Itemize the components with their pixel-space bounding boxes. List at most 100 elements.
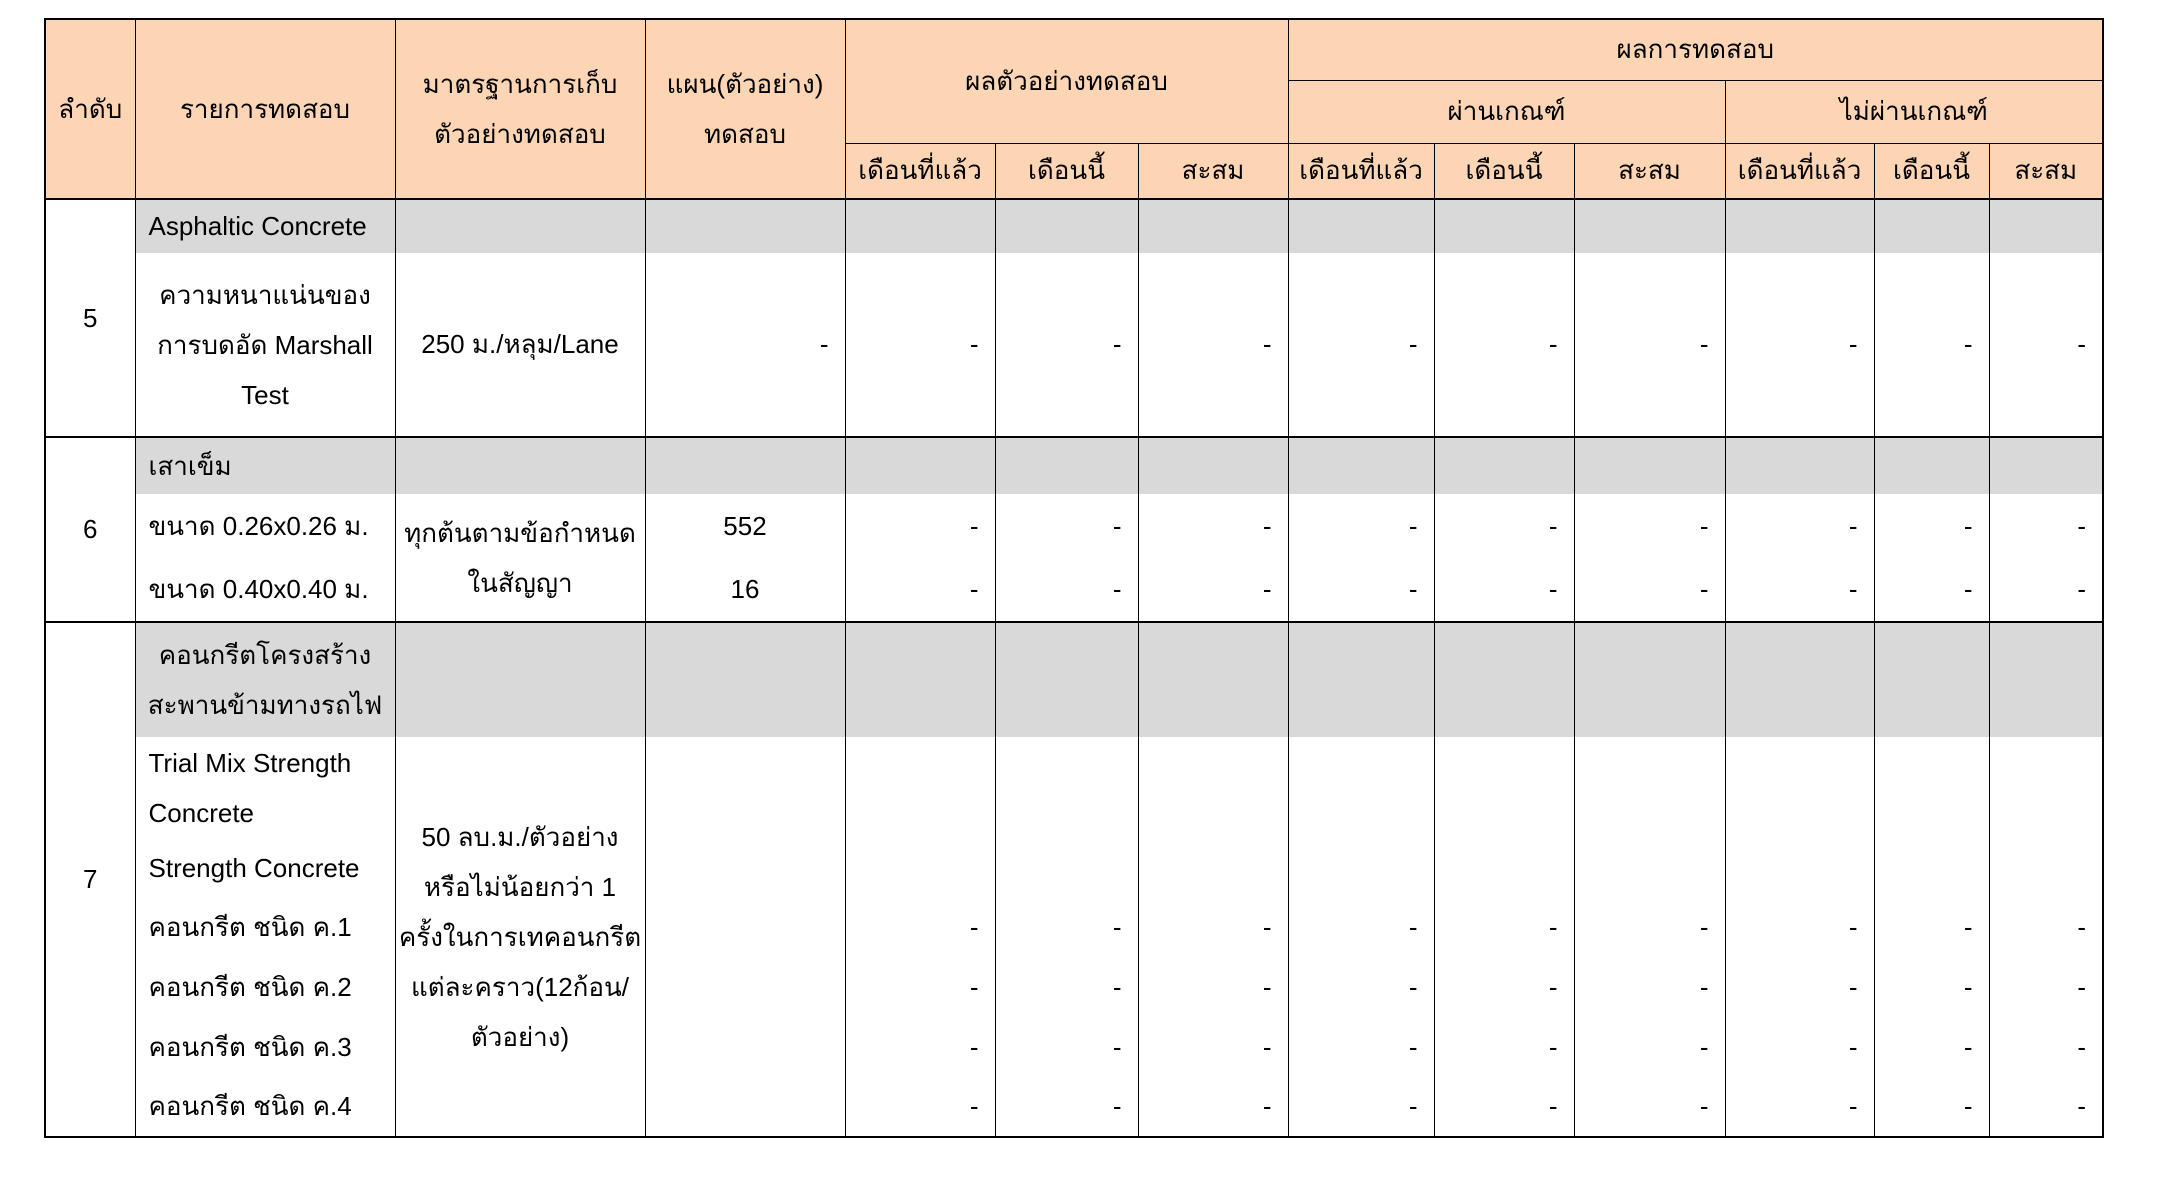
subheader-spacer-cell <box>644 436 846 494</box>
result-cell <box>844 839 996 897</box>
result-cell: - <box>1573 897 1726 957</box>
group-header-sample-results: ผลตัวอย่างทดสอบ <box>844 18 1289 144</box>
subheader-spacer-cell <box>1287 436 1435 494</box>
result-cell: - <box>1433 1077 1575 1137</box>
result-cell: - <box>1573 558 1726 622</box>
result-cell: - <box>1873 558 1990 622</box>
result-cell: - <box>1724 897 1875 957</box>
result-cell: - <box>1433 494 1575 558</box>
result-cell: - <box>1724 1077 1875 1137</box>
subheader-spacer-cell <box>1873 198 1990 253</box>
test-item-cell: ความหนาแน่นของ การบดอัด Marshall Test <box>134 253 396 437</box>
result-cell: - <box>1873 897 1990 957</box>
result-cell <box>1287 737 1435 839</box>
result-cell: - <box>1988 253 2104 437</box>
result-cell: - <box>1873 957 1990 1017</box>
test-item-cell: คอนกรีต ชนิด ค.3 <box>134 1017 396 1077</box>
subheader-spacer-cell <box>1287 198 1435 253</box>
subheader-spacer-cell <box>844 436 996 494</box>
col-header-plan-line2: ทดสอบ <box>703 119 786 149</box>
result-cell: - <box>1287 897 1435 957</box>
result-cell <box>1724 839 1875 897</box>
result-cell <box>1873 737 1990 839</box>
result-cell: - <box>1137 558 1289 622</box>
category-subheader: เสาเข็ม <box>134 436 396 494</box>
result-cell <box>1988 737 2104 839</box>
result-cell <box>1873 839 1990 897</box>
plan-cell: 552 <box>644 494 846 558</box>
result-cell: - <box>1287 558 1435 622</box>
group-header-fail: ไม่ผ่านเกณฑ์ <box>1724 79 2104 144</box>
subheader-spacer-cell <box>1724 198 1875 253</box>
result-cell: - <box>1724 1017 1875 1077</box>
subheader-spacer-cell <box>1724 436 1875 494</box>
subheader-spacer-cell <box>394 198 646 253</box>
col-header-test-item: รายการทดสอบ <box>134 18 396 200</box>
standard-cell: 250 ม./หลุม/Lane <box>394 253 646 437</box>
result-cell: - <box>1988 897 2104 957</box>
subheader-spacer-cell <box>844 621 996 737</box>
result-cell: - <box>1873 1017 1990 1077</box>
result-cell: - <box>1137 494 1289 558</box>
result-cell: - <box>1873 494 1990 558</box>
result-cell: - <box>1137 1077 1289 1137</box>
result-cell: - <box>1724 253 1875 437</box>
subheader-spacer-cell <box>994 198 1139 253</box>
result-cell: - <box>1287 1017 1435 1077</box>
group-header-test-results: ผลการทดสอบ <box>1287 18 2104 81</box>
subheader-spacer-cell <box>1724 621 1875 737</box>
result-cell: - <box>844 494 996 558</box>
subheader-spacer-cell <box>1573 621 1726 737</box>
subheader-spacer-cell <box>1988 621 2104 737</box>
standard-line: ตัวอย่าง) <box>470 1021 570 1052</box>
result-cell: - <box>994 494 1139 558</box>
test-item-line: การบดอัด Marshall <box>157 329 373 360</box>
result-cell: - <box>844 1077 996 1137</box>
result-cell: - <box>994 897 1139 957</box>
result-cell <box>1724 737 1875 839</box>
test-item-cell: คอนกรีต ชนิด ค.1 <box>134 897 396 957</box>
result-cell <box>994 737 1139 839</box>
result-cell <box>1573 839 1726 897</box>
result-cell: - <box>1137 1017 1289 1077</box>
period-header-fail-this-month: เดือนนี้ <box>1873 142 1990 200</box>
standard-line: แต่ละคราว(12ก้อน/ <box>410 971 630 1002</box>
result-cell <box>844 737 996 839</box>
standard-cell: 50 ลบ.ม./ตัวอย่าง หรือไม่น้อยกว่า 1 ครั้… <box>394 737 646 1137</box>
period-header-pass-this-month: เดือนนี้ <box>1433 142 1575 200</box>
col-header-plan: แผน(ตัวอย่าง) ทดสอบ <box>644 18 846 200</box>
result-cell: - <box>1873 1077 1990 1137</box>
standard-line: ในสัญญา <box>467 567 573 598</box>
result-cell: - <box>1573 1017 1726 1077</box>
result-cell <box>994 839 1139 897</box>
col-header-no: ลำดับ <box>44 18 136 200</box>
result-cell: - <box>1988 558 2104 622</box>
plan-cell: - <box>644 253 846 437</box>
subheader-spacer-cell <box>1137 436 1289 494</box>
result-cell: - <box>1873 253 1990 437</box>
result-cell: - <box>1573 494 1726 558</box>
subheader-spacer-cell <box>994 436 1139 494</box>
result-cell <box>1137 839 1289 897</box>
plan-cell <box>644 737 846 1137</box>
group-header-pass: ผ่านเกณฑ์ <box>1287 79 1726 144</box>
result-cell <box>1287 839 1435 897</box>
result-cell <box>1433 737 1575 839</box>
category-subheader: คอนกรีตโครงสร้าง สะพานข้ามทางรถไฟ <box>134 621 396 737</box>
col-header-standard-line2: ตัวอย่างทดสอบ <box>434 119 606 149</box>
result-cell: - <box>1137 897 1289 957</box>
result-cell: - <box>1988 957 2104 1017</box>
plan-cell: 16 <box>644 558 846 622</box>
subheader-spacer-cell <box>1988 436 2104 494</box>
subheader-spacer-cell <box>1433 621 1575 737</box>
test-item-cell: ขนาด 0.26x0.26 ม. <box>134 494 396 558</box>
standard-line: ครั้งในการเทคอนกรีต <box>398 921 642 952</box>
result-cell: - <box>1433 558 1575 622</box>
category-subheader-line: คอนกรีตโครงสร้าง <box>158 640 372 670</box>
result-cell: - <box>844 897 996 957</box>
subheader-spacer-cell <box>844 198 996 253</box>
test-item-cell: ขนาด 0.40x0.40 ม. <box>134 558 396 622</box>
test-item-line: Test <box>241 379 289 410</box>
standard-cell: ทุกต้นตามข้อกำหนด ในสัญญา <box>394 494 646 622</box>
